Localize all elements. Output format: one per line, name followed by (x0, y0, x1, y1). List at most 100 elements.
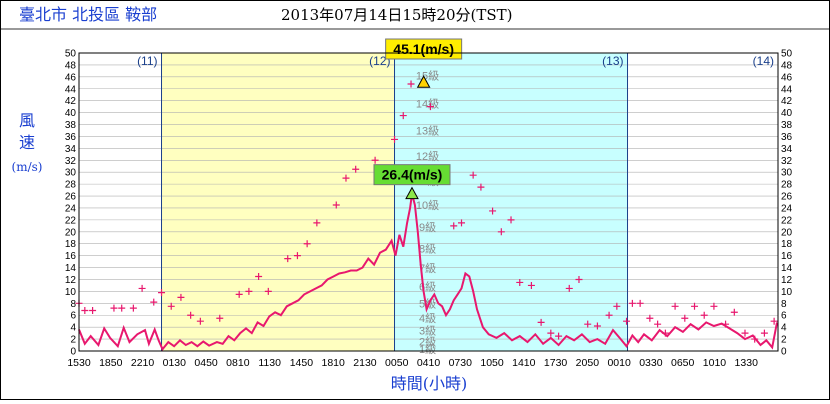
y-tick-label-left: 44 (65, 84, 77, 95)
gust-point (342, 174, 350, 182)
gust-point (352, 165, 360, 173)
y-tick-label-left: 18 (65, 239, 77, 250)
gust-point (575, 275, 583, 283)
max-wind-label: 26.4(m/s) (382, 167, 443, 183)
y-tick-label-left: 10 (65, 287, 77, 298)
y-tick-label-left: 36 (65, 132, 77, 143)
gust-point (507, 216, 515, 224)
x-tick-label: 1450 (290, 357, 314, 369)
x-tick-label: 1330 (735, 357, 759, 369)
beaufort-label: 14級 (416, 98, 439, 111)
x-tick-label: 1850 (99, 357, 123, 369)
ylabel-line-1: 風 (19, 111, 35, 130)
gust-point (751, 335, 759, 343)
beaufort-label: 3級 (419, 325, 436, 338)
gust-point (129, 304, 137, 312)
y-tick-label-left: 32 (65, 156, 77, 167)
y-tick-label-right: 44 (781, 84, 793, 95)
gust-point (623, 317, 631, 325)
x-tick-label: 0650 (671, 357, 695, 369)
x-tick-label: 0450 (194, 357, 218, 369)
x-tick-label: 2050 (576, 357, 600, 369)
gust-point (196, 317, 204, 325)
gust-point (477, 183, 485, 191)
gust-point (371, 156, 379, 164)
gust-point (177, 293, 185, 301)
gust-point (245, 287, 253, 295)
y-tick-label-right: 50 (781, 49, 793, 60)
y-tick-label-right: 2 (781, 335, 787, 346)
y-tick-label-right: 12 (781, 275, 793, 286)
gust-point (497, 228, 505, 236)
gust-point (118, 304, 126, 312)
y-tick-label-right: 34 (781, 144, 793, 155)
y-tick-label-left: 46 (65, 72, 77, 83)
y-tick-label-left: 8 (70, 299, 76, 310)
gust-point (450, 222, 458, 230)
x-tick-label: 0730 (449, 357, 473, 369)
x-tick-label: 0010 (607, 357, 631, 369)
gust-point (613, 302, 621, 310)
gust-point (399, 112, 407, 120)
beaufort-label: 6級 (419, 281, 436, 294)
gust-point (661, 329, 669, 337)
day-region-0 (161, 53, 395, 351)
station-name: 臺北市 北投區 鞍部 (19, 5, 157, 24)
gust-point (741, 329, 749, 337)
gust-point (537, 318, 545, 326)
y-tick-label-left: 50 (65, 49, 77, 60)
gust-point (691, 302, 699, 310)
y-tick-label-left: 28 (65, 180, 77, 191)
y-tick-label-right: 0 (781, 347, 787, 358)
y-tick-label-right: 36 (781, 132, 793, 143)
y-tick-label-left: 40 (65, 108, 77, 119)
gust-point (646, 314, 654, 322)
max-gust-marker (416, 75, 431, 88)
header-bar (1, 1, 829, 27)
gust-point (636, 299, 644, 307)
gust-point (235, 290, 243, 298)
ylabel-line-2: 速 (19, 133, 35, 152)
gust-point (593, 322, 601, 330)
y-tick-label-left: 14 (65, 263, 77, 274)
gust-point (150, 298, 158, 306)
beaufort-label: 15級 (416, 70, 439, 83)
beaufort-label: 4級 (419, 312, 436, 325)
x-tick-label: 2210 (131, 357, 155, 369)
gust-point (584, 320, 592, 328)
y-tick-label-left: 34 (65, 144, 77, 155)
gust-point (255, 273, 263, 280)
report-datetime: 2013年07月14日15時20分(TST) (281, 6, 513, 24)
y-tick-label-right: 32 (781, 156, 793, 167)
x-tick-label: 1410 (512, 357, 536, 369)
y-tick-label-right: 14 (781, 263, 793, 274)
gust-point (303, 240, 311, 248)
gust-point (671, 302, 679, 310)
y-tick-label-left: 20 (65, 227, 77, 238)
gust-point (167, 302, 175, 310)
gust-point (407, 80, 415, 88)
max-wind-badge (373, 164, 451, 186)
gust-point (216, 314, 224, 322)
y-tick-label-right: 4 (781, 323, 787, 334)
y-tick-label-left: 42 (65, 96, 77, 107)
x-tick-label: 1010 (703, 357, 727, 369)
beaufort-label: 8級 (419, 242, 436, 255)
beaufort-label: 9級 (419, 221, 436, 234)
gust-point (700, 311, 708, 319)
y-tick-label-right: 40 (781, 108, 793, 119)
x-tick-label: 0330 (639, 357, 663, 369)
gust-point (565, 284, 573, 292)
y-tick-label-left: 4 (70, 323, 76, 334)
y-tick-label-right: 48 (781, 60, 793, 71)
day-region-1 (394, 53, 628, 351)
gust-point (469, 171, 477, 179)
gust-point (187, 311, 195, 319)
gust-point (628, 299, 636, 307)
gust-point (654, 320, 662, 328)
gust-point (458, 219, 466, 227)
x-tick-label: 1050 (480, 357, 504, 369)
x-tick-label: 1810 (322, 357, 346, 369)
x-tick-label: 0410 (417, 357, 441, 369)
